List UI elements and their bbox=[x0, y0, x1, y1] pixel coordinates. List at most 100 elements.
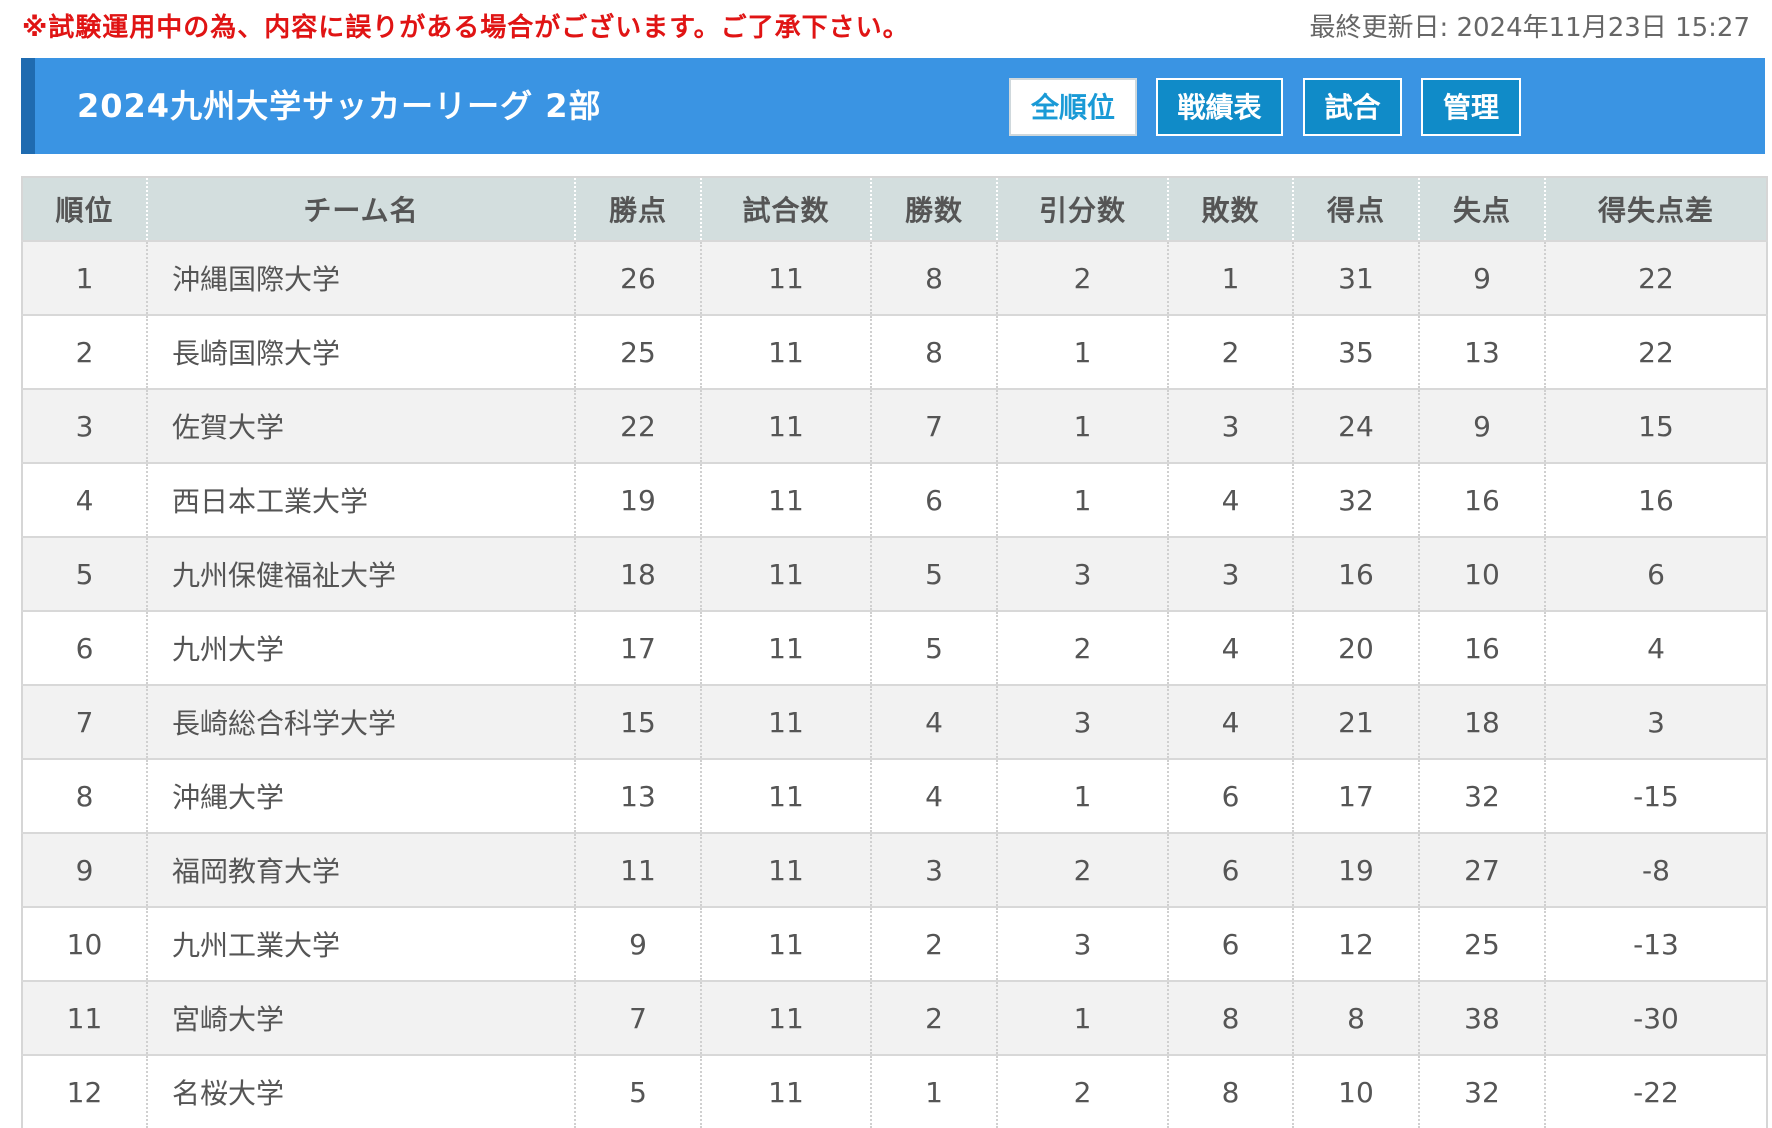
cell-points: 18 bbox=[575, 536, 702, 611]
cell-wins: 6 bbox=[871, 462, 998, 537]
cell-goal-diff: 16 bbox=[1545, 462, 1767, 537]
cell-team-name: 福岡教育大学 bbox=[147, 832, 576, 907]
cell-goals-for: 35 bbox=[1293, 314, 1420, 389]
cell-losses: 8 bbox=[1168, 1054, 1294, 1128]
table-row: 4 西日本工業大学 19 11 6 1 4 32 16 16 bbox=[22, 462, 1767, 537]
cell-goal-diff: 22 bbox=[1545, 240, 1767, 315]
cell-points: 7 bbox=[575, 980, 702, 1055]
cell-goals-for: 10 bbox=[1293, 1054, 1420, 1128]
cell-wins: 2 bbox=[871, 906, 998, 981]
cell-goals-against: 32 bbox=[1419, 758, 1546, 833]
cell-losses: 4 bbox=[1168, 684, 1294, 759]
cell-rank: 12 bbox=[22, 1054, 148, 1128]
cell-goals-against: 25 bbox=[1419, 906, 1546, 981]
cell-goals-for: 31 bbox=[1293, 240, 1420, 315]
col-points: 勝点 bbox=[575, 177, 702, 241]
cell-losses: 6 bbox=[1168, 832, 1294, 907]
cell-losses: 4 bbox=[1168, 610, 1294, 685]
cell-played: 11 bbox=[701, 1054, 872, 1128]
col-wins: 勝数 bbox=[871, 177, 998, 241]
cell-goal-diff: -13 bbox=[1545, 906, 1767, 981]
table-row: 8 沖縄大学 13 11 4 1 6 17 32 -15 bbox=[22, 758, 1767, 833]
cell-team-name: 長崎国際大学 bbox=[147, 314, 576, 389]
cell-draws: 2 bbox=[997, 610, 1169, 685]
cell-goals-against: 32 bbox=[1419, 1054, 1546, 1128]
cell-points: 26 bbox=[575, 240, 702, 315]
cell-goals-for: 19 bbox=[1293, 832, 1420, 907]
cell-points: 22 bbox=[575, 388, 702, 463]
cell-points: 25 bbox=[575, 314, 702, 389]
cell-team-name: 沖縄大学 bbox=[147, 758, 576, 833]
last-updated: 最終更新日: 2024年11月23日 15:27 bbox=[1309, 13, 1750, 43]
cell-team-name: 九州大学 bbox=[147, 610, 576, 685]
cell-points: 17 bbox=[575, 610, 702, 685]
cell-wins: 8 bbox=[871, 314, 998, 389]
cell-goals-for: 20 bbox=[1293, 610, 1420, 685]
cell-rank: 6 bbox=[22, 610, 148, 685]
cell-wins: 5 bbox=[871, 536, 998, 611]
cell-team-name: 西日本工業大学 bbox=[147, 462, 576, 537]
cell-draws: 1 bbox=[997, 462, 1169, 537]
cell-rank: 7 bbox=[22, 684, 148, 759]
col-goals-for: 得点 bbox=[1293, 177, 1420, 241]
cell-rank: 3 bbox=[22, 388, 148, 463]
col-goals-against: 失点 bbox=[1419, 177, 1546, 241]
cell-rank: 4 bbox=[22, 462, 148, 537]
cell-rank: 9 bbox=[22, 832, 148, 907]
cell-goals-for: 16 bbox=[1293, 536, 1420, 611]
cell-team-name: 佐賀大学 bbox=[147, 388, 576, 463]
cell-points: 5 bbox=[575, 1054, 702, 1128]
cell-draws: 2 bbox=[997, 832, 1169, 907]
cell-goals-for: 24 bbox=[1293, 388, 1420, 463]
cell-draws: 1 bbox=[997, 980, 1169, 1055]
cell-played: 11 bbox=[701, 758, 872, 833]
cell-losses: 2 bbox=[1168, 314, 1294, 389]
cell-team-name: 長崎総合科学大学 bbox=[147, 684, 576, 759]
cell-losses: 6 bbox=[1168, 758, 1294, 833]
table-row: 11 宮崎大学 7 11 2 1 8 8 38 -30 bbox=[22, 980, 1767, 1055]
results-table-button[interactable]: 戦績表 bbox=[1156, 78, 1283, 136]
cell-goals-against: 27 bbox=[1419, 832, 1546, 907]
col-rank: 順位 bbox=[22, 177, 148, 241]
cell-goal-diff: 15 bbox=[1545, 388, 1767, 463]
cell-played: 11 bbox=[701, 906, 872, 981]
cell-goal-diff: -22 bbox=[1545, 1054, 1767, 1128]
cell-played: 11 bbox=[701, 536, 872, 611]
cell-losses: 1 bbox=[1168, 240, 1294, 315]
cell-team-name: 名桜大学 bbox=[147, 1054, 576, 1128]
cell-played: 11 bbox=[701, 684, 872, 759]
cell-goals-against: 16 bbox=[1419, 462, 1546, 537]
cell-wins: 3 bbox=[871, 832, 998, 907]
cell-team-name: 九州工業大学 bbox=[147, 906, 576, 981]
cell-rank: 1 bbox=[22, 240, 148, 315]
table-row: 10 九州工業大学 9 11 2 3 6 12 25 -13 bbox=[22, 906, 1767, 981]
cell-points: 15 bbox=[575, 684, 702, 759]
cell-points: 13 bbox=[575, 758, 702, 833]
table-row: 7 長崎総合科学大学 15 11 4 3 4 21 18 3 bbox=[22, 684, 1767, 759]
table-row: 2 長崎国際大学 25 11 8 1 2 35 13 22 bbox=[22, 314, 1767, 389]
table-row: 5 九州保健福祉大学 18 11 5 3 3 16 10 6 bbox=[22, 536, 1767, 611]
cell-goals-for: 21 bbox=[1293, 684, 1420, 759]
col-team: チーム名 bbox=[147, 177, 576, 241]
cell-played: 11 bbox=[701, 610, 872, 685]
cell-rank: 8 bbox=[22, 758, 148, 833]
cell-wins: 5 bbox=[871, 610, 998, 685]
cell-losses: 3 bbox=[1168, 388, 1294, 463]
cell-draws: 1 bbox=[997, 314, 1169, 389]
table-header-row: 順位 チーム名 勝点 試合数 勝数 引分数 敗数 得点 失点 得失点差 bbox=[22, 177, 1767, 241]
cell-rank: 10 bbox=[22, 906, 148, 981]
cell-draws: 3 bbox=[997, 536, 1169, 611]
all-standings-button[interactable]: 全順位 bbox=[1009, 78, 1137, 136]
cell-team-name: 九州保健福祉大学 bbox=[147, 536, 576, 611]
cell-wins: 8 bbox=[871, 240, 998, 315]
admin-button[interactable]: 管理 bbox=[1421, 78, 1521, 136]
cell-played: 11 bbox=[701, 314, 872, 389]
cell-played: 11 bbox=[701, 240, 872, 315]
matches-button[interactable]: 試合 bbox=[1303, 78, 1402, 136]
cell-wins: 7 bbox=[871, 388, 998, 463]
cell-draws: 3 bbox=[997, 684, 1169, 759]
cell-team-name: 沖縄国際大学 bbox=[147, 240, 576, 315]
col-draws: 引分数 bbox=[997, 177, 1169, 241]
cell-goal-diff: -30 bbox=[1545, 980, 1767, 1055]
cell-goals-against: 16 bbox=[1419, 610, 1546, 685]
